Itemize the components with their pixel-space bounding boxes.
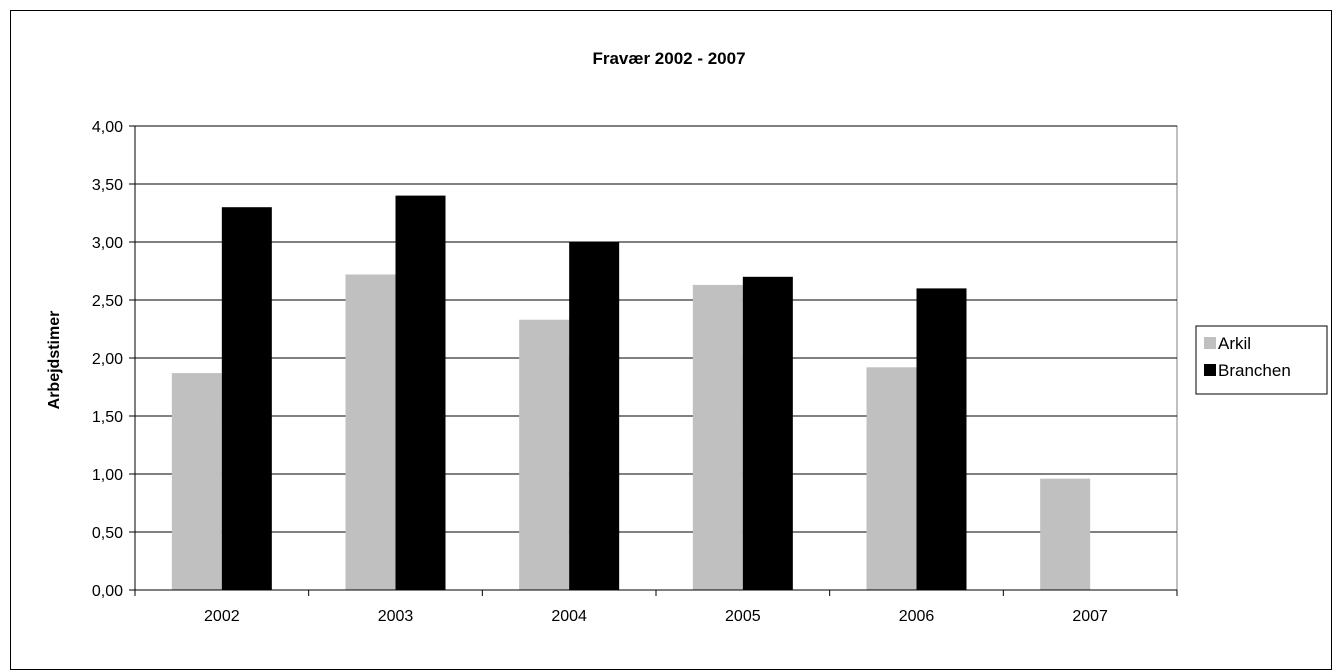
y-tick-label: 3,00	[92, 235, 123, 252]
y-tick-label: 2,50	[92, 293, 123, 310]
y-tick-labels: 0,00 0,50 1,00 1,50 2,00 2,50 3,00 3,50 4,00	[92, 119, 123, 600]
legend-box	[1195, 325, 1328, 395]
y-tick-label: 1,50	[92, 409, 123, 426]
bar-branchen-2006	[916, 288, 967, 590]
bar-arkil-2007	[1040, 478, 1091, 590]
bar-arkil-2005	[692, 284, 743, 590]
bar-branchen-2004	[569, 242, 620, 590]
x-tick-label: 2006	[899, 608, 935, 625]
bar-arkil-2004	[519, 319, 570, 590]
bar-branchen-2002	[221, 207, 272, 590]
x-tick-label: 2002	[204, 608, 240, 625]
x-tick-labels: 2002 2003 2004 2005 2006 2007	[204, 608, 1108, 625]
y-tick-label: 2,00	[92, 351, 123, 368]
gridlines	[134, 125, 1178, 591]
y-tick-label: 1,00	[92, 467, 123, 484]
axes	[129, 125, 1178, 596]
bars	[171, 195, 1091, 590]
legend-label-branchen: Branchen	[1218, 361, 1291, 380]
y-tick-label: 3,50	[92, 177, 123, 194]
x-tick-label: 2005	[725, 608, 761, 625]
y-tick-label: 4,00	[92, 119, 123, 136]
y-axis-label: Arbejdstimer	[46, 311, 63, 410]
y-tick-label: 0,50	[92, 525, 123, 542]
legend-swatch-branchen	[1204, 364, 1216, 376]
bar-branchen-2005	[742, 276, 793, 590]
x-tick-label: 2007	[1072, 608, 1108, 625]
x-tick-label: 2003	[378, 608, 414, 625]
legend-label-arkil: Arkil	[1218, 334, 1251, 353]
chart-title: Fravær 2002 - 2007	[592, 49, 745, 68]
bar-branchen-2003	[395, 195, 446, 590]
bar-arkil-2003	[345, 274, 396, 590]
legend-swatch-arkil	[1204, 337, 1216, 349]
x-tick-label: 2004	[551, 608, 587, 625]
y-tick-label: 0,00	[92, 583, 123, 600]
bar-arkil-2002	[171, 373, 222, 590]
bar-arkil-2006	[866, 367, 917, 590]
legend: Arkil Branchen	[1195, 325, 1328, 395]
